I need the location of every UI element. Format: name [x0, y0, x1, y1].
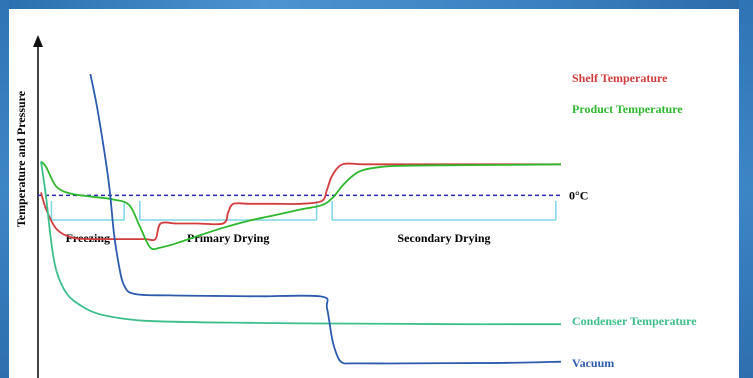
product-temperaturelabel: Product Temperature	[572, 102, 683, 116]
phase-brackets: Freezing Primary Drying Secondary Drying	[50, 201, 557, 245]
vacuumlabel: Vacuum	[572, 356, 614, 370]
condenser-temperatureline	[40, 161, 561, 326]
header-banner	[0, 0, 753, 9]
lyophilization-chart: Temperature and Pressure 0°C Freezing Pri…	[14, 35, 697, 378]
series-labels: Shelf Temperature Product Temperature Cond…	[572, 71, 697, 370]
chart-area: Temperature and Pressure 0°C Freezing Pri…	[9, 9, 739, 378]
vacuumline	[89, 73, 562, 365]
product-temperatureline	[40, 160, 562, 251]
reference-lines: 0°C	[38, 188, 588, 202]
right-border	[739, 0, 753, 378]
phase-bracket	[50, 201, 125, 221]
series-lines	[40, 73, 562, 365]
left-border	[0, 0, 9, 378]
phase-label: Freezing	[66, 231, 110, 245]
shelf-temperatureline	[40, 162, 561, 242]
phase-label: Secondary Drying	[398, 231, 491, 245]
condenser-temperaturelabel: Condenser Temperature	[572, 314, 697, 328]
phase-bracket	[331, 201, 557, 221]
shelf-temperaturelabel: Shelf Temperature	[572, 71, 668, 85]
y-axis-label: Temperature and Pressure	[14, 90, 28, 227]
zero-degree-label: 0°C	[569, 188, 588, 202]
axes	[33, 35, 43, 378]
y-axis-arrow	[33, 35, 43, 47]
phase-label: Primary Drying	[187, 231, 269, 245]
